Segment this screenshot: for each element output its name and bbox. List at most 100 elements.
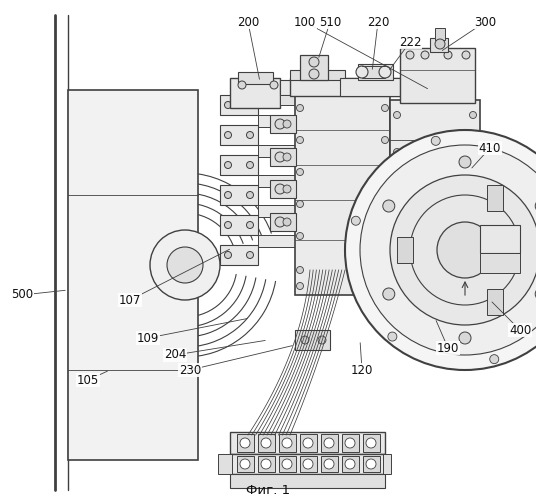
Bar <box>430 38 448 52</box>
Circle shape <box>393 190 400 196</box>
Circle shape <box>356 66 368 78</box>
Circle shape <box>459 332 471 344</box>
Circle shape <box>247 222 254 228</box>
Circle shape <box>225 132 232 138</box>
Text: 500: 500 <box>11 288 33 302</box>
Bar <box>270 180 296 198</box>
Bar <box>220 245 258 265</box>
Circle shape <box>275 152 285 162</box>
Bar <box>237 434 254 452</box>
Text: 190: 190 <box>437 342 459 354</box>
Circle shape <box>383 200 395 212</box>
Bar <box>300 55 328 80</box>
Text: 105: 105 <box>77 374 99 386</box>
Circle shape <box>382 136 389 143</box>
Circle shape <box>421 51 429 59</box>
Bar <box>230 454 385 474</box>
Bar <box>295 330 330 350</box>
Circle shape <box>240 459 250 469</box>
Text: 120: 120 <box>351 364 373 376</box>
Bar <box>258 145 308 157</box>
Circle shape <box>437 222 493 278</box>
Circle shape <box>282 459 292 469</box>
Circle shape <box>470 148 477 156</box>
Circle shape <box>383 288 395 300</box>
Circle shape <box>366 459 376 469</box>
Circle shape <box>393 148 400 156</box>
Circle shape <box>309 57 319 67</box>
Circle shape <box>535 288 536 300</box>
Circle shape <box>470 266 477 274</box>
Bar <box>383 454 391 474</box>
Text: 230: 230 <box>179 364 201 376</box>
Circle shape <box>247 252 254 258</box>
Circle shape <box>303 459 313 469</box>
Bar <box>397 237 413 263</box>
Circle shape <box>247 132 254 138</box>
Bar <box>238 72 273 84</box>
Text: 220: 220 <box>367 16 389 28</box>
Circle shape <box>240 438 250 448</box>
Circle shape <box>345 459 355 469</box>
Bar <box>258 434 275 452</box>
Circle shape <box>470 190 477 196</box>
Bar <box>220 185 258 205</box>
Circle shape <box>388 332 397 341</box>
Bar <box>220 95 258 115</box>
Bar <box>487 289 503 315</box>
Bar <box>358 64 393 80</box>
Bar <box>480 253 520 273</box>
Bar <box>280 80 360 95</box>
Circle shape <box>429 312 445 328</box>
Text: 222: 222 <box>399 36 421 49</box>
Bar <box>258 205 308 217</box>
Circle shape <box>247 102 254 108</box>
Circle shape <box>324 438 334 448</box>
Bar <box>300 434 317 452</box>
Circle shape <box>225 192 232 198</box>
Circle shape <box>390 175 536 325</box>
Circle shape <box>283 120 291 128</box>
Circle shape <box>296 266 303 274</box>
Circle shape <box>247 162 254 168</box>
Circle shape <box>309 69 319 79</box>
Circle shape <box>345 438 355 448</box>
Circle shape <box>296 232 303 239</box>
Bar <box>290 78 400 96</box>
Circle shape <box>238 81 246 89</box>
Circle shape <box>382 266 389 274</box>
Circle shape <box>225 162 232 168</box>
Bar <box>363 434 380 452</box>
Text: 410: 410 <box>479 142 501 154</box>
Bar <box>258 456 275 472</box>
Circle shape <box>345 130 536 370</box>
Circle shape <box>225 222 232 228</box>
Circle shape <box>490 354 498 364</box>
Circle shape <box>296 200 303 207</box>
Circle shape <box>296 168 303 175</box>
Circle shape <box>352 216 360 226</box>
Bar <box>68 90 198 460</box>
Circle shape <box>435 39 445 49</box>
Text: 510: 510 <box>319 16 341 28</box>
Bar <box>295 95 390 295</box>
Circle shape <box>393 112 400 118</box>
Text: Фиг. 1: Фиг. 1 <box>246 484 290 497</box>
Bar <box>390 100 480 300</box>
Circle shape <box>393 284 400 292</box>
Circle shape <box>382 232 389 239</box>
Bar <box>270 213 296 231</box>
Text: 100: 100 <box>294 16 316 28</box>
Circle shape <box>283 218 291 226</box>
Circle shape <box>382 168 389 175</box>
Circle shape <box>462 51 470 59</box>
Bar <box>230 432 385 454</box>
Circle shape <box>261 459 271 469</box>
Circle shape <box>283 153 291 161</box>
Bar <box>258 115 308 127</box>
Circle shape <box>382 200 389 207</box>
Circle shape <box>318 336 326 344</box>
Circle shape <box>470 112 477 118</box>
Circle shape <box>225 252 232 258</box>
Circle shape <box>261 438 271 448</box>
